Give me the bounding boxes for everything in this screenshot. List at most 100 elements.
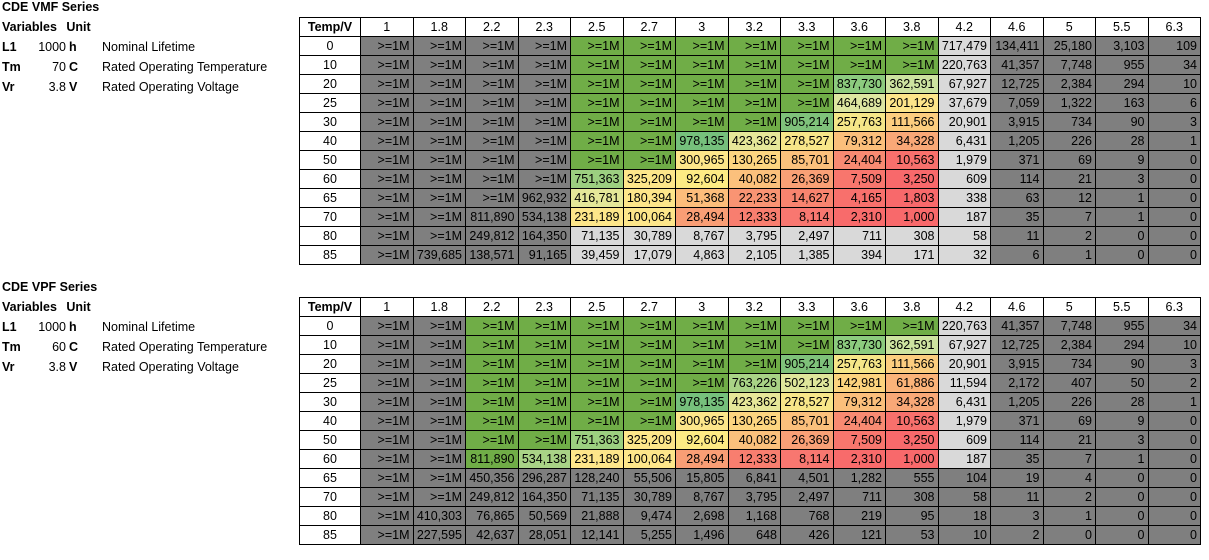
lifetime-cell: >=1M — [622, 411, 676, 431]
lifetime-cell: 34 — [1147, 316, 1201, 336]
voltage-header: 3.3 — [780, 17, 834, 37]
table-row: 85 >=1M 739,685 138,571 91,165 39,459 17,079 4,… — [299, 245, 1201, 265]
lifetime-cell: 201,129 — [885, 93, 939, 113]
lifetime-cell: 338 — [937, 188, 991, 208]
lifetime-cell: 7,748 — [1042, 55, 1096, 75]
lifetime-cell: 325,209 — [622, 430, 676, 450]
lifetime-cell: >=1M — [412, 55, 466, 75]
lifetime-cell: 12,725 — [990, 74, 1044, 94]
lifetime-cell: 130,265 — [727, 150, 781, 170]
lifetime-cell: 3,250 — [885, 169, 939, 189]
lifetime-cell: 955 — [1095, 55, 1149, 75]
param-value: 1000 — [38, 40, 66, 54]
lifetime-cell: 11 — [990, 487, 1044, 507]
table-row: 50 >=1M >=1M >=1M >=1M >=1M >=1M 300,965 130,265… — [299, 150, 1201, 170]
lifetime-cell: 2,497 — [780, 487, 834, 507]
temperature-cell: 25 — [299, 373, 361, 393]
lifetime-cell: >=1M — [517, 55, 571, 75]
lifetime-cell: 609 — [937, 430, 991, 450]
table-row: 50 >=1M >=1M >=1M >=1M 751,363 325,209 92,604 40… — [299, 430, 1201, 450]
lifetime-cell: 128,240 — [570, 468, 624, 488]
lifetime-cell: >=1M — [360, 74, 414, 94]
voltage-header: 4.2 — [937, 17, 991, 37]
lifetime-cell: >=1M — [360, 354, 414, 374]
voltage-header: 3.6 — [832, 297, 886, 317]
lifetime-cell: 41,357 — [990, 55, 1044, 75]
temperature-cell: 30 — [299, 112, 361, 132]
lifetime-cell: 502,123 — [780, 373, 834, 393]
lifetime-cell: 308 — [885, 487, 939, 507]
param-description: Rated Operating Temperature — [102, 60, 268, 74]
lifetime-cell: 95 — [885, 506, 939, 526]
temperature-cell: 20 — [299, 74, 361, 94]
lifetime-cell: 2,384 — [1042, 74, 1096, 94]
lifetime-cell: 300,965 — [675, 150, 729, 170]
lifetime-cell: >=1M — [360, 316, 414, 336]
lifetime-cell: 1,385 — [780, 245, 834, 265]
lifetime-cell: 5,255 — [622, 525, 676, 545]
lifetime-cell: >=1M — [360, 150, 414, 170]
lifetime-cell: 26,369 — [780, 430, 834, 450]
param-unit: C — [69, 340, 79, 354]
lifetime-cell: >=1M — [675, 316, 729, 336]
lifetime-cell: 11 — [990, 226, 1044, 246]
lifetime-cell: 28 — [1095, 392, 1149, 412]
lifetime-cell: >=1M — [465, 36, 519, 56]
lifetime-cell: 109 — [1147, 36, 1201, 56]
lifetime-cell: >=1M — [570, 131, 624, 151]
lifetime-cell: 24,404 — [832, 411, 886, 431]
temperature-cell: 80 — [299, 226, 361, 246]
lifetime-cell: 10,563 — [885, 150, 939, 170]
lifetime-cell: >=1M — [832, 36, 886, 56]
lifetime-cell: >=1M — [622, 74, 676, 94]
lifetime-cell: 220,763 — [937, 55, 991, 75]
lifetime-cell: 1,168 — [727, 506, 781, 526]
lifetime-cell: >=1M — [517, 316, 571, 336]
lifetime-cell: >=1M — [622, 112, 676, 132]
lifetime-cell: >=1M — [780, 36, 834, 56]
lifetime-cell: 717,479 — [937, 36, 991, 56]
lifetime-cell: 21 — [1042, 430, 1096, 450]
lifetime-cell: >=1M — [675, 354, 729, 374]
voltage-header: 2.2 — [465, 17, 519, 37]
lifetime-cell: >=1M — [412, 316, 466, 336]
lifetime-cell: 91,165 — [517, 245, 571, 265]
temperature-cell: 40 — [299, 411, 361, 431]
lifetime-cell: 28,494 — [675, 207, 729, 227]
lifetime-cell: 10 — [937, 525, 991, 545]
lifetime-cell: >=1M — [622, 392, 676, 412]
lifetime-cell: 90 — [1095, 112, 1149, 132]
lifetime-cell: 0 — [1095, 245, 1149, 265]
lifetime-cell: 534,138 — [517, 449, 571, 469]
lifetime-cell: >=1M — [622, 335, 676, 355]
lifetime-cell: >=1M — [885, 55, 939, 75]
lifetime-cell: >=1M — [622, 373, 676, 393]
lifetime-cell: >=1M — [412, 36, 466, 56]
lifetime-cell: >=1M — [360, 506, 414, 526]
lifetime-cell: 24,404 — [832, 150, 886, 170]
lifetime-cell: >=1M — [360, 411, 414, 431]
variables-header: Variables Unit — [2, 300, 91, 314]
lifetime-cell: 1,205 — [990, 392, 1044, 412]
lifetime-cell: 0 — [1147, 468, 1201, 488]
param-symbol: L1 — [2, 40, 17, 54]
lifetime-cell: 0 — [1147, 487, 1201, 507]
lifetime-cell: 257,763 — [832, 354, 886, 374]
lifetime-cell: 2,384 — [1042, 335, 1096, 355]
temperature-cell: 70 — [299, 487, 361, 507]
lifetime-cell: 14,627 — [780, 188, 834, 208]
lifetime-cell: 30,789 — [622, 226, 676, 246]
lifetime-cell: 71,135 — [570, 487, 624, 507]
lifetime-cell: 0 — [1147, 411, 1201, 431]
lifetime-cell: 768 — [780, 506, 834, 526]
lifetime-cell: >=1M — [570, 411, 624, 431]
lifetime-cell: >=1M — [412, 411, 466, 431]
table-row: 85 >=1M 227,595 42,637 28,051 12,141 5,255 1,49… — [299, 525, 1201, 545]
table-row: 20 >=1M >=1M >=1M >=1M >=1M >=1M >=1M >=1M >=1M 83… — [299, 74, 1201, 94]
lifetime-cell: >=1M — [727, 316, 781, 336]
lifetime-cell: >=1M — [727, 55, 781, 75]
param-symbol: Tm — [2, 60, 21, 74]
lifetime-cell: 416,781 — [570, 188, 624, 208]
lifetime-cell: >=1M — [465, 430, 519, 450]
lifetime-cell: 450,356 — [465, 468, 519, 488]
